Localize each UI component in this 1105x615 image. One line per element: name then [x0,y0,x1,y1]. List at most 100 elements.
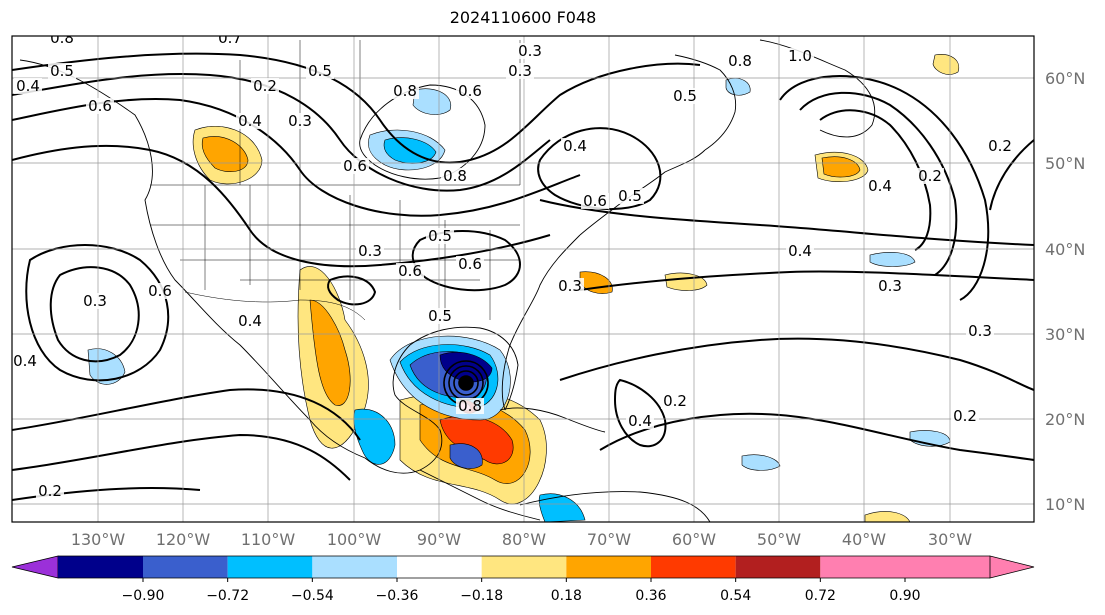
contour-line [799,91,958,276]
longitude-label: 40°W [842,530,886,549]
longitude-label: 100°W [327,530,382,549]
contour-label: 0.3 [968,322,992,340]
longitude-label: 50°W [757,530,801,549]
colorbar-segment [397,556,482,578]
contour-label-bg [726,53,754,69]
contour-label: 0.5 [308,62,332,80]
longitude-label: 90°W [417,530,461,549]
contour-line [12,433,351,481]
contour-label-bg [671,88,699,104]
contour-label: 0.5 [673,87,697,105]
contour-line [613,378,667,448]
contour-label-bg [516,43,544,59]
contour-label-bg [426,308,454,324]
contour-label-bg [581,193,609,209]
longitude-label: 70°W [587,530,631,549]
colorbar-segment [312,556,397,578]
contour-line [25,244,170,382]
colorbar-tick-label: 0.54 [720,588,751,604]
contour-label-bg [36,483,64,499]
colorbar-tick-labels: −0.90 −0.72 −0.54 −0.36 −0.18 0.18 0.36 0.54 0.7… [122,578,921,604]
contour-label: 0.2 [38,482,62,500]
contour-label: 0.5 [50,62,74,80]
contour-label: 0.6 [583,192,607,210]
contour-label-bg [81,293,109,309]
colorbar-extend-low [11,555,59,579]
map-frame [11,35,1035,523]
contour-label: 0.3 [518,42,542,60]
contour-label: 0.2 [953,407,977,425]
contour-label: 0.8 [393,82,417,100]
contour-label: 0.6 [458,255,482,273]
contour-label: 0.3 [83,292,107,310]
coastlines [19,39,876,522]
contour-label: 0.2 [988,137,1012,155]
contour-label: 0.4 [868,177,892,195]
longitude-label: 80°W [502,530,546,549]
positive-anomaly-eastern-greenland [932,54,960,75]
colorbar-segment [566,556,651,578]
colorbar-tick-label: 0.72 [805,588,836,604]
contour-label-bg [866,178,894,194]
contour-label: 0.4 [628,412,652,430]
contour-label: 0.8 [50,29,74,47]
contour-label-bg [876,278,904,294]
negative-anomaly-labrador [412,88,452,115]
colorbar-tick-label: −0.18 [460,588,503,604]
contour-label: 0.4 [238,312,262,330]
colorbar [11,555,1035,579]
colorbar-extend-high [989,555,1035,579]
contour-label-bg [556,278,584,294]
contour-label-bg [561,138,589,154]
positive-anomaly-south-atlantic [864,511,911,522]
negative-anomaly-atlantic-15n [741,454,781,471]
longitude-label: 110°W [241,530,296,549]
contour-label: 0.4 [238,112,262,130]
contour-label-bg [86,98,114,114]
contour-label-bg [356,243,384,259]
colorbar-tick-label: −0.54 [291,588,334,604]
contour-line [12,73,551,192]
longitude-label: 30°W [928,530,972,549]
negative-anomaly-gulf-deep [439,351,493,383]
contour-label: 0.3 [288,112,312,130]
contour-label-bg [236,313,264,329]
negative-anomaly-caribbean-west [353,408,396,465]
border-states-vertical [204,185,491,320]
contour-label: 0.4 [13,352,37,370]
storm-ring [453,370,479,396]
border-us-mexico [184,291,366,321]
colorbar-tick-label: −0.72 [206,588,249,604]
contour-label: 0.6 [343,157,367,175]
contour-label-bg [251,78,279,94]
coast-canada-east [674,54,737,151]
colorbar-tick-label: 0.90 [889,588,920,604]
contour-label-bg [391,83,419,99]
contour-line [599,412,1034,461]
negative-anomaly-greenland-sea [725,78,751,96]
latitude-label: 20°N [1045,410,1085,429]
contour-label: 0.5 [618,187,642,205]
latitude-labels: 60°N 50°N 40°N 30°N 20°N 10°N [1045,69,1085,514]
contour-label-bg [12,353,39,369]
contour-label-bg [146,283,174,299]
contour-label: 1.0 [788,47,812,65]
contour-line [989,139,1034,211]
contour-label-bg [626,413,654,429]
latitude-label: 30°N [1045,325,1085,344]
colorbar-tick-label: −0.36 [376,588,419,604]
contour-label: 0.3 [508,62,532,80]
contour-line [12,144,551,268]
contour-label-bg [786,48,814,64]
contour-label-bg [216,36,244,46]
contour-line [819,109,932,251]
contour-line [779,75,990,301]
latitude-label: 10°N [1045,495,1085,514]
positive-anomaly-gulf-west-core [309,299,351,406]
contour-label: 0.8 [728,52,752,70]
coast-florida [501,234,581,411]
contour-label-bg [456,83,484,99]
contour-lines [12,52,1034,501]
contour-label: 0.2 [253,77,277,95]
